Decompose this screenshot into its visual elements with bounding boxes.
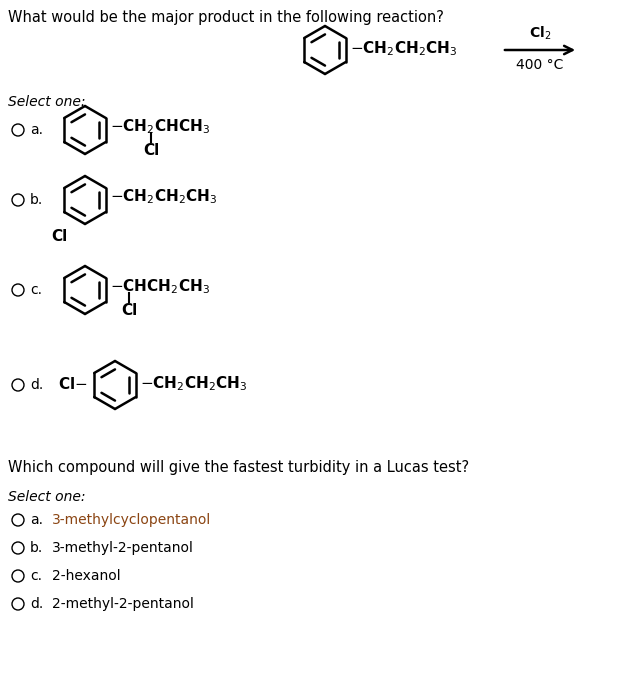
Text: 2-hexanol: 2-hexanol	[52, 569, 121, 583]
Text: d.: d.	[30, 597, 44, 611]
Text: Select one:: Select one:	[8, 490, 85, 504]
Text: a.: a.	[30, 123, 43, 137]
Text: Which compound will give the fastest turbidity in a Lucas test?: Which compound will give the fastest tur…	[8, 460, 469, 475]
Text: 400 °C: 400 °C	[516, 58, 564, 72]
Text: d.: d.	[30, 378, 44, 392]
Text: 3-methylcyclopentanol: 3-methylcyclopentanol	[52, 513, 211, 527]
Text: c.: c.	[30, 283, 42, 297]
Text: $-$CH$_2$CHCH$_3$: $-$CH$_2$CHCH$_3$	[110, 118, 210, 137]
Text: What would be the major product in the following reaction?: What would be the major product in the f…	[8, 10, 444, 25]
Text: c.: c.	[30, 569, 42, 583]
Text: a.: a.	[30, 513, 43, 527]
Text: b.: b.	[30, 193, 44, 207]
Text: 3-methyl-2-pentanol: 3-methyl-2-pentanol	[52, 541, 194, 555]
Text: $-$CH$_2$CH$_2$CH$_3$: $-$CH$_2$CH$_2$CH$_3$	[110, 187, 218, 206]
Text: $-$CH$_2$CH$_2$CH$_3$: $-$CH$_2$CH$_2$CH$_3$	[140, 375, 248, 393]
Text: b.: b.	[30, 541, 44, 555]
Text: Select one:: Select one:	[8, 95, 85, 109]
Text: Cl$-$: Cl$-$	[58, 376, 88, 392]
Text: $-$CH$_2$CH$_2$CH$_3$: $-$CH$_2$CH$_2$CH$_3$	[350, 40, 457, 59]
Text: 2-methyl-2-pentanol: 2-methyl-2-pentanol	[52, 597, 194, 611]
Text: Cl: Cl	[51, 229, 67, 244]
Text: Cl: Cl	[143, 143, 159, 158]
Text: Cl: Cl	[121, 303, 137, 318]
Text: $-$CHCH$_2$CH$_3$: $-$CHCH$_2$CH$_3$	[110, 277, 210, 296]
Text: Cl$_2$: Cl$_2$	[529, 24, 551, 42]
